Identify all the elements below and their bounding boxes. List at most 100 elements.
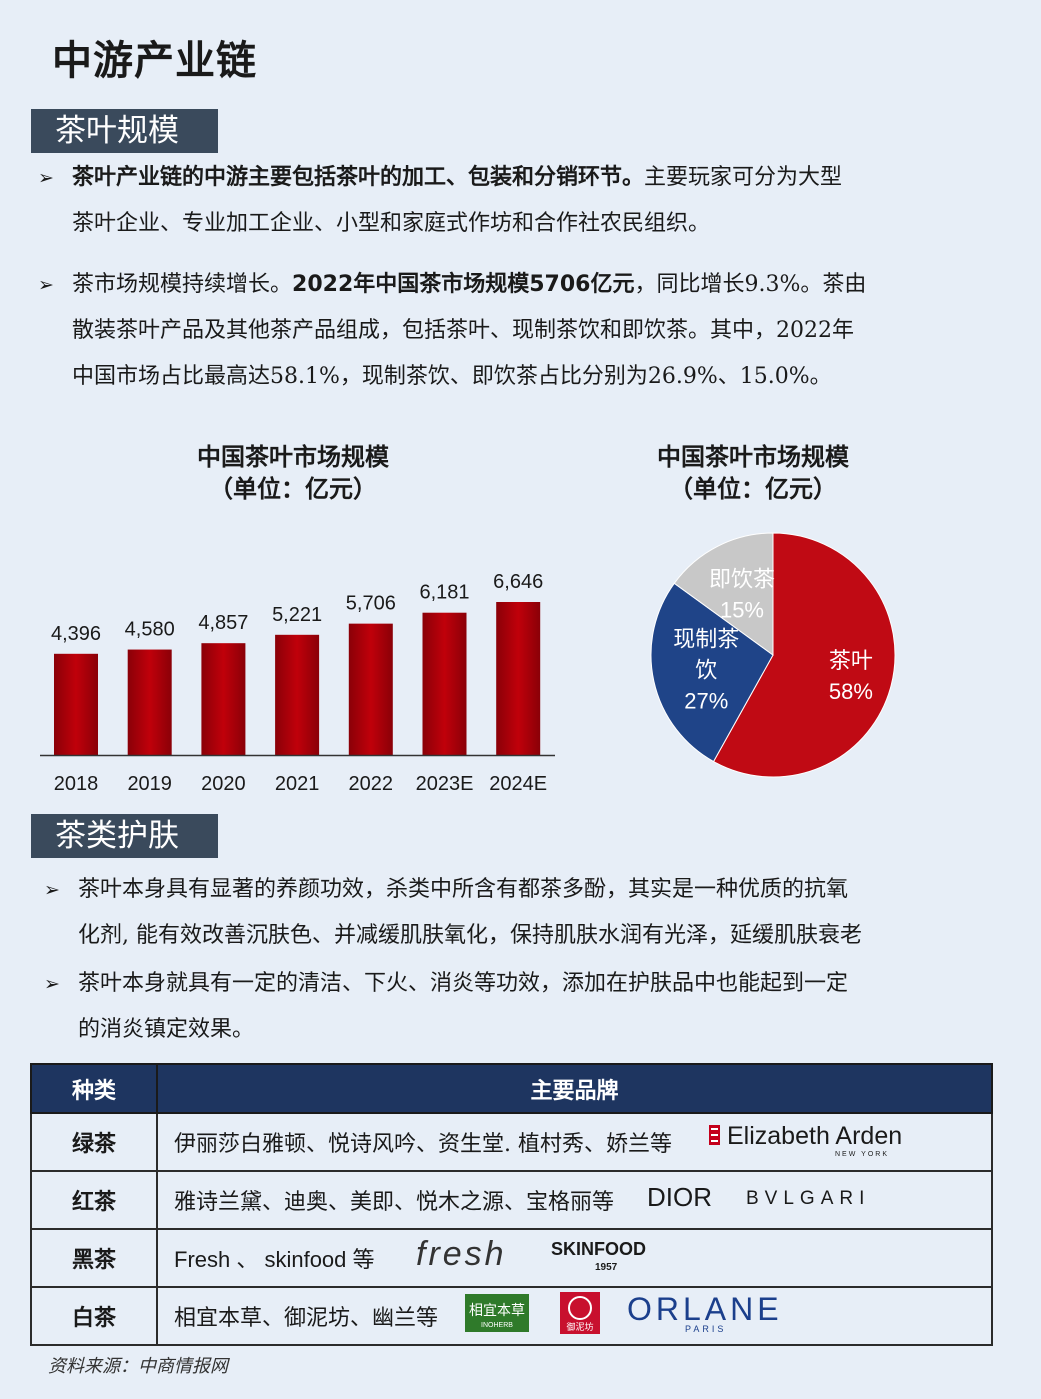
bullet-text: 散装茶叶产品及其他茶产品组成，包括茶叶、现制茶饮和即饮茶。其中，2022年 — [72, 318, 854, 343]
bar-value-label: 4,580 — [125, 619, 175, 641]
pie-chart: 茶叶 58% 现制茶饮 27% 即饮茶 15% — [650, 532, 896, 778]
bullet-text: 茶市场规模持续增长。 — [72, 272, 293, 297]
source-note: 资料来源：中商情报网 — [48, 1356, 228, 1377]
svg-text:INOHERB: INOHERB — [481, 1322, 513, 1329]
bullet-skincare-benefit: ➢ 茶叶本身具有显著的养颜功效，杀类中所含有都茶多酚，其实是一种优质的抗氧 化剂… — [44, 867, 1014, 959]
bar-value-label: 4,857 — [198, 612, 248, 634]
bullet-text: 中国市场占比最高达58.1%，现制茶饮、即饮茶占比分别为26.9%、15.0%。 — [72, 364, 832, 389]
svg-text:相宜本草: 相宜本草 — [469, 1302, 525, 1318]
svg-text:御泥坊: 御泥坊 — [567, 1321, 594, 1332]
bullet-text: 茶叶本身具有显著的养颜功效，杀类中所含有都茶多酚，其实是一种优质的抗氧 — [78, 877, 849, 902]
bar-2024E — [496, 602, 541, 755]
x-tick-label: 2024E — [489, 773, 547, 795]
table-header-row: 种类 主要品牌 — [30, 1063, 993, 1114]
svg-text:DIOR: DIOR — [647, 1182, 712, 1212]
bar-value-label: 4,396 — [51, 623, 101, 645]
pie-pct-label: 58% — [829, 679, 873, 704]
bar-value-label: 6,181 — [419, 582, 469, 604]
svg-text:PARIS: PARIS — [685, 1324, 726, 1334]
bar-2020 — [201, 643, 246, 755]
table-cell-brands: 雅诗兰黛、迪奥、美即、悦木之源、宝格丽等 DIOR BVLGARI — [156, 1170, 993, 1230]
brand-list: Fresh 、 skinfood 等 — [174, 1247, 375, 1272]
table-cell-brands: Fresh 、 skinfood 等 fresh SKINFOOD 1957 — [156, 1228, 993, 1288]
bar-chart-title-line1: 中国茶叶市场规模 — [197, 443, 389, 471]
table-cell-category: 黑茶 — [30, 1228, 158, 1288]
brand-list: 伊丽莎白雅顿、悦诗风吟、资生堂. 植村秀、娇兰等 — [174, 1132, 672, 1157]
pie-chart-title-line2: （单位：亿元） — [669, 475, 837, 503]
x-tick-label: 2020 — [201, 773, 246, 795]
bullet-skincare-clean: ➢ 茶叶本身就具有一定的清洁、下火、消炎等功效，添加在护肤品中也能起到一定 的消… — [44, 961, 1014, 1053]
bar-value-label: 5,706 — [346, 593, 396, 615]
inoherb-logo: 相宜本草 INOHERB — [465, 1294, 530, 1338]
table-header-brands: 主要品牌 — [156, 1063, 993, 1114]
table-row: 红茶 雅诗兰黛、迪奥、美即、悦木之源、宝格丽等 DIOR BVLGARI — [30, 1170, 993, 1230]
pie-pct-label: 15% — [720, 598, 764, 623]
page-title: 中游产业链 — [52, 38, 257, 84]
pie-chart-title: 中国茶叶市场规模 （单位：亿元） — [603, 441, 903, 505]
pie-slice-label: 茶叶 — [829, 648, 873, 673]
bar-2018 — [54, 653, 98, 755]
pie-slice-label: 饮 — [695, 658, 717, 683]
table-row: 黑茶 Fresh 、 skinfood 等 fresh SKINFOOD 195… — [30, 1228, 993, 1288]
pie-slice-label: 即饮茶 — [709, 567, 775, 592]
bvlgari-logo: BVLGARI — [746, 1181, 888, 1219]
arrow-bullet-icon: ➢ — [44, 973, 60, 995]
svg-text:SKINFOOD: SKINFOOD — [551, 1239, 646, 1259]
pie-slice-0 — [712, 532, 896, 778]
x-tick-label: 2021 — [275, 773, 320, 795]
bar-chart-title-line2: （单位：亿元） — [209, 475, 377, 503]
section-tag-tea-scale: 茶叶规模 — [31, 109, 218, 153]
bullet-midstream: ➢ 茶叶产业链的中游主要包括茶叶的加工、包装和分销环节。主要玩家可分为大型 茶叶… — [38, 155, 998, 247]
bullet-text: 茶叶本身就具有一定的清洁、下火、消炎等功效，添加在护肤品中也能起到一定 — [78, 971, 849, 996]
table-cell-category: 绿茶 — [30, 1112, 158, 1172]
x-tick-label: 2022 — [349, 773, 394, 795]
bullet-market-size: ➢ 茶市场规模持续增长。2022年中国茶市场规模5706亿元，同比增长9.3%。… — [38, 262, 1008, 400]
bar-value-label: 6,646 — [493, 571, 543, 593]
svg-text:NEW YORK: NEW YORK — [835, 1151, 889, 1158]
bullet-text: ，同比增长9.3%。茶由 — [634, 272, 867, 297]
pie-slice-2 — [673, 532, 774, 656]
section-tag-tea-skincare: 茶类护肤 — [31, 814, 218, 858]
table-cell-brands: 伊丽莎白雅顿、悦诗风吟、资生堂. 植村秀、娇兰等 Elizabeth Arden… — [156, 1112, 993, 1172]
svg-text:1957: 1957 — [595, 1262, 618, 1273]
table-cell-brands: 相宜本草、御泥坊、幽兰等 相宜本草 INOHERB 御泥坊 — [156, 1286, 993, 1346]
bar-2021 — [275, 634, 320, 755]
yunifang-logo: 御泥坊 — [560, 1292, 601, 1340]
orlane-logo: ORLANE PARIS — [627, 1291, 797, 1340]
svg-text:ORLANE: ORLANE — [627, 1292, 783, 1327]
skinfood-logo: SKINFOOD 1957 — [551, 1235, 676, 1281]
table-cell-category: 红茶 — [30, 1170, 158, 1230]
bar-2022 — [348, 623, 393, 755]
svg-text:Elizabeth Arden: Elizabeth Arden — [727, 1122, 902, 1150]
bullet-text: 化剂, 能有效改善沉肤色、并减缓肌肤氧化，保持肌肤水润有光泽，延缓肌肤衰老 — [78, 923, 862, 948]
fresh-logo: fresh — [416, 1235, 516, 1281]
table-cell-category: 白茶 — [30, 1286, 158, 1346]
brand-list: 相宜本草、御泥坊、幽兰等 — [174, 1306, 439, 1331]
bullet-bold-text: 2022年中国茶市场规模5706亿元 — [292, 272, 635, 297]
dior-logo: DIOR — [647, 1181, 717, 1219]
bar-chart-title: 中国茶叶市场规模 （单位：亿元） — [143, 441, 443, 505]
bullet-text: 的消炎镇定效果。 — [78, 1017, 255, 1042]
bar-2019 — [127, 649, 172, 755]
x-tick-label: 2023E — [416, 773, 474, 795]
bullet-bold-text: 茶叶产业链的中游主要包括茶叶的加工、包装和分销环节。 — [72, 165, 645, 190]
arrow-bullet-icon: ➢ — [38, 167, 54, 189]
table-row: 白茶 相宜本草、御泥坊、幽兰等 相宜本草 INOHERB 御泥坊 — [30, 1286, 993, 1346]
brand-list: 雅诗兰黛、迪奥、美即、悦木之源、宝格丽等 — [174, 1190, 615, 1215]
pie-chart-title-line1: 中国茶叶市场规模 — [657, 443, 849, 471]
pie-pct-label: 27% — [684, 689, 728, 714]
pie-slice-1 — [650, 582, 774, 763]
bullet-text: 茶叶企业、专业加工企业、小型和家庭式作坊和合作社农民组织。 — [72, 211, 711, 236]
x-tick-label: 2019 — [127, 773, 172, 795]
elizabeth-arden-logo: Elizabeth Arden NEW YORK — [707, 1119, 902, 1165]
bar-value-label: 5,221 — [272, 604, 322, 626]
bar-2023E — [422, 612, 467, 755]
bullet-text: 主要玩家可分为大型 — [644, 165, 843, 190]
table-row: 绿茶 伊丽莎白雅顿、悦诗风吟、资生堂. 植村秀、娇兰等 Elizabeth Ar… — [30, 1112, 993, 1172]
arrow-bullet-icon: ➢ — [38, 274, 54, 296]
arrow-bullet-icon: ➢ — [44, 879, 60, 901]
svg-text:fresh: fresh — [416, 1235, 507, 1273]
brand-table: 种类 主要品牌 绿茶 伊丽莎白雅顿、悦诗风吟、资生堂. 植村秀、娇兰等 Eliz… — [30, 1063, 993, 1346]
bar-chart: 4,396 2018 4,580 2019 4,857 2020 5,221 2021 5,70… — [40, 571, 555, 795]
pie-slice-label: 现制茶 — [673, 627, 739, 652]
